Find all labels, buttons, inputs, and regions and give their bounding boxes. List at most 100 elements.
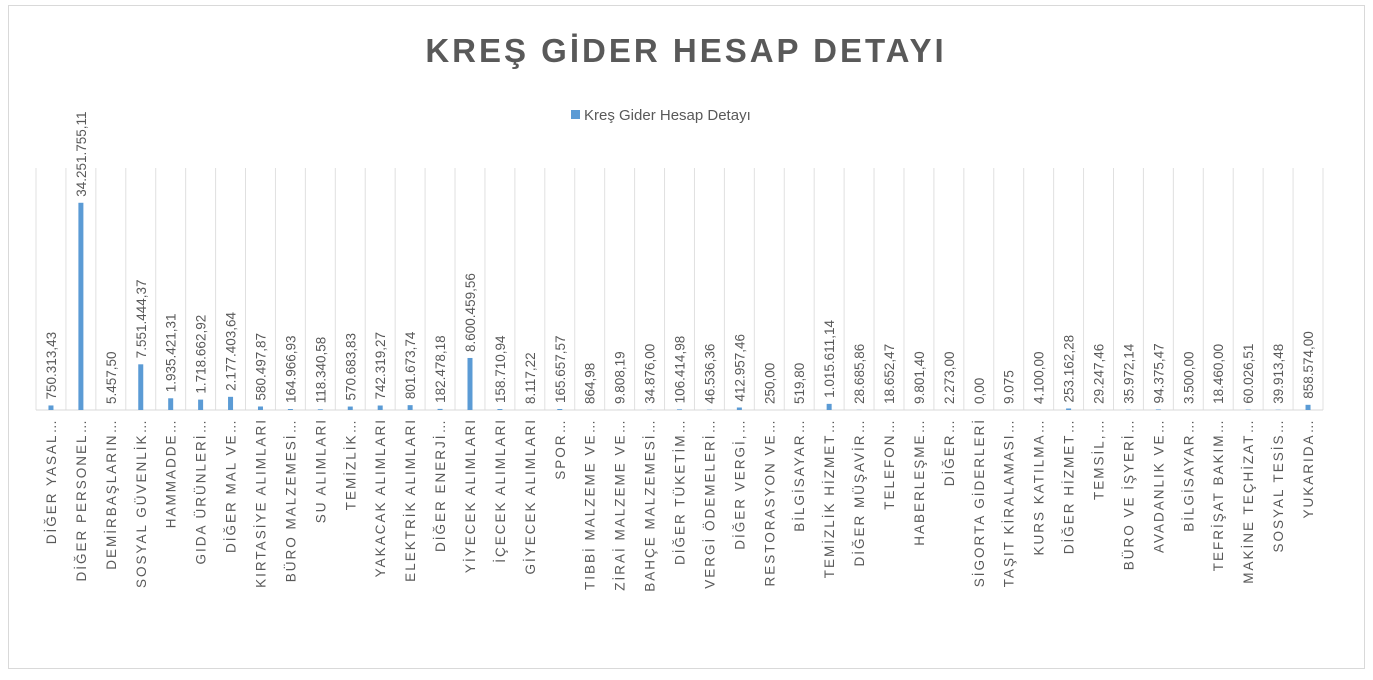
bar	[288, 409, 293, 410]
data-label: 570.683,83	[343, 333, 358, 401]
x-tick-label: DEMİRBAŞLARIN…	[104, 418, 119, 570]
x-tick-label: SOSYAL GÜVENLİK…	[134, 418, 149, 588]
bar	[78, 203, 83, 410]
bar	[1156, 409, 1161, 410]
data-label: 7.551.444,37	[134, 279, 149, 358]
x-tick-label: DİĞER HİZMET…	[1062, 418, 1077, 554]
x-tick-label: KIRTASİYE ALIMLARI	[253, 418, 268, 588]
data-label: 2.273,00	[942, 351, 957, 404]
x-tick-label: TIBBİ MALZEME VE…	[583, 418, 598, 590]
bar	[467, 358, 472, 410]
data-label: 1.935.421,31	[164, 313, 179, 392]
data-label: 18.460,00	[1211, 344, 1226, 404]
data-label: 750.313,43	[44, 332, 59, 400]
data-label: 106.414,98	[673, 336, 688, 404]
x-tick-label: SPOR…	[553, 418, 568, 480]
data-label: 4.100,00	[1032, 351, 1047, 404]
x-tick-label: ELEKTRİK ALIMLARI	[403, 418, 418, 582]
x-tick-label: BİLGİSAYAR…	[792, 418, 807, 532]
bar	[318, 409, 323, 410]
data-label: 94.375,47	[1151, 343, 1166, 403]
data-label: 519,80	[792, 363, 807, 404]
chart-title: KREŞ GİDER HESAP DETAYI	[425, 32, 946, 69]
data-label: 60.026,51	[1241, 344, 1256, 404]
x-tick-label: DİĞER MÜŞAVİR…	[852, 418, 867, 567]
x-tick-label: HAMMADDE…	[164, 418, 179, 528]
data-label: 164.966,93	[283, 335, 298, 403]
data-label: 18.652,47	[882, 344, 897, 404]
bar	[677, 409, 682, 410]
bar	[737, 408, 742, 410]
data-label: 8.117,22	[523, 352, 538, 404]
x-tick-label: GİYECEK ALIMLARI	[523, 418, 538, 575]
data-label: 9.801,40	[912, 351, 927, 404]
x-tick-label: DİĞER ENERJİ…	[433, 418, 448, 552]
data-label: 9.075	[1002, 370, 1017, 404]
bar	[348, 407, 353, 410]
bar	[378, 406, 383, 410]
data-label: 29.247,46	[1092, 344, 1107, 404]
x-tick-label: SU ALIMLARI	[313, 418, 328, 523]
bar	[827, 404, 832, 410]
bar	[438, 409, 443, 410]
x-tick-label: BÜRO MALZEMESİ…	[283, 418, 298, 582]
data-label: 9.808,19	[613, 351, 628, 404]
bar	[557, 409, 562, 410]
x-tick-label: HABERLEŞME…	[912, 418, 927, 546]
x-tick-label: AVADANLIK VE…	[1151, 418, 1166, 553]
bar	[408, 405, 413, 410]
bar	[1306, 405, 1311, 410]
x-tick-label: SOSYAL TESİS…	[1271, 418, 1286, 553]
data-label: 28.685,86	[852, 344, 867, 404]
data-label: 2.177.403,64	[224, 312, 239, 391]
x-tick-label: BÜRO VE İŞYERİ…	[1121, 418, 1136, 570]
data-label: 580.497,87	[253, 333, 268, 401]
x-tick-label: GIDA ÜRÜNLERİ…	[194, 418, 209, 565]
data-label: 46.536,36	[702, 344, 717, 404]
x-tick-label: YAKACAK ALIMLARI	[373, 418, 388, 577]
x-tick-label: DİĞER TÜKETİM…	[673, 418, 688, 565]
data-label: 253.162,28	[1062, 335, 1077, 403]
data-label: 182.478,18	[433, 335, 448, 403]
data-label: 0,00	[972, 378, 987, 404]
data-label: 3.500,00	[1181, 351, 1196, 404]
data-label: 165.657,57	[553, 335, 568, 403]
x-tick-label: SİGORTA GİDERLERİ	[972, 418, 987, 587]
data-label: 1.015.611,14	[822, 320, 837, 398]
bar	[48, 405, 53, 410]
x-tick-label: BİLGİSAYAR…	[1181, 418, 1196, 532]
x-tick-label: TEMİZLİK HİZMET…	[822, 418, 837, 578]
x-tick-label: DİĞER PERSONEL…	[74, 418, 89, 582]
data-label: 118.340,58	[313, 337, 328, 404]
data-label: 250,00	[762, 363, 777, 404]
bar	[228, 397, 233, 410]
x-tick-label: ZİRAİ MALZEME VE…	[613, 418, 628, 591]
x-tick-label: BAHÇE MALZEMESİ…	[643, 418, 658, 592]
bar	[198, 400, 203, 410]
x-tick-label: DİĞER…	[942, 418, 957, 486]
bar	[168, 398, 173, 410]
data-label: 5.457,50	[104, 351, 119, 404]
x-tick-label: İÇECEK ALIMLARI	[493, 418, 508, 563]
data-label: 34.251.755,11	[74, 111, 89, 196]
data-label: 39.913,48	[1271, 344, 1286, 404]
x-tick-label: TAŞIT KİRALAMASI…	[1002, 418, 1017, 587]
legend-label: Kreş Gider Hesap Detayı	[584, 107, 751, 124]
data-label: 742.319,27	[373, 332, 388, 400]
x-tick-label: TEMSİL,…	[1092, 418, 1107, 500]
x-tick-label: TEMİZLİK…	[343, 418, 358, 510]
data-label: 158.710,94	[493, 335, 508, 403]
bar	[1066, 408, 1071, 410]
x-tick-label: DİĞER VERGİ,…	[732, 418, 747, 550]
legend: Kreş Gider Hesap Detayı	[571, 107, 751, 124]
data-label: 858.574,00	[1301, 331, 1316, 399]
bar	[138, 364, 143, 410]
data-label: 412.957,46	[732, 334, 747, 402]
data-label: 35.972,14	[1121, 343, 1136, 404]
x-tick-label: RESTORASYON VE…	[762, 418, 777, 587]
data-label: 8.600.459,56	[463, 273, 478, 352]
x-tick-label: TEFRİŞAT BAKIM…	[1211, 418, 1226, 571]
x-tick-label: YUKARIDA…	[1301, 418, 1316, 519]
x-tick-label: YİYECEK ALIMLARI	[463, 418, 478, 573]
